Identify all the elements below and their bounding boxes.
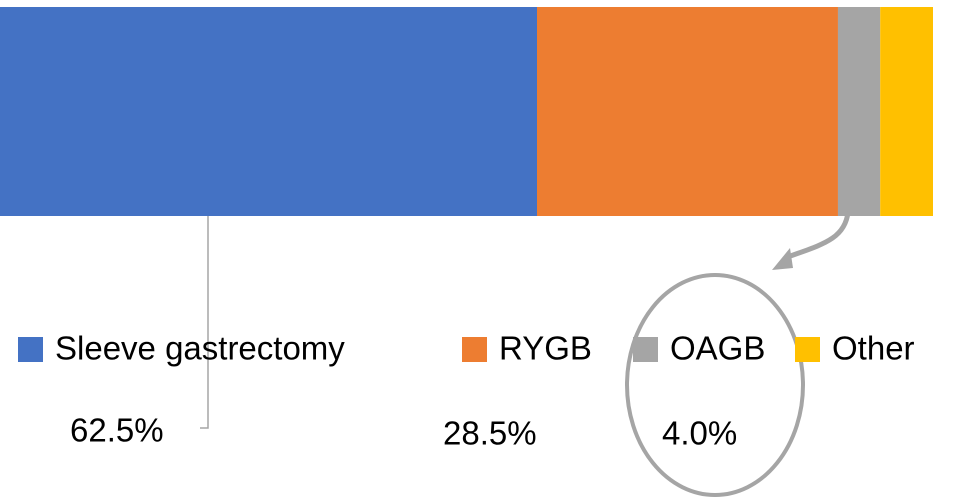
legend-swatch [795, 337, 820, 362]
legend-swatch [633, 337, 658, 362]
arrow-head [772, 248, 793, 270]
bar-segment [537, 7, 838, 216]
legend-swatch [462, 337, 487, 362]
legend-label: Sleeve gastrectomy [55, 330, 345, 367]
bar-segment [0, 7, 537, 216]
legend-swatch [18, 337, 43, 362]
legend-label: OAGB [670, 330, 765, 367]
bar-segment [880, 7, 933, 216]
bar-segment [837, 7, 881, 216]
data-label: 28.5% [443, 415, 537, 452]
leader-line [200, 216, 209, 429]
data-label: 4.0% [662, 415, 737, 452]
legend-label: RYGB [499, 330, 592, 367]
legend-label: Other [832, 330, 915, 367]
callout-arrow [784, 211, 851, 261]
data-label: 62.5% [70, 412, 164, 449]
highlight-circle [625, 273, 805, 497]
